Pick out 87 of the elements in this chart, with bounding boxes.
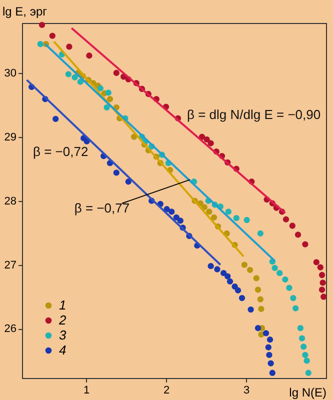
point <box>234 287 242 294</box>
point <box>65 71 72 78</box>
point <box>302 241 308 248</box>
y-axis-title: lg E, эрг <box>2 4 48 18</box>
legend-label: 1 <box>59 298 66 312</box>
y-tick-label: 27 <box>4 259 16 272</box>
point <box>105 90 112 96</box>
point <box>262 330 270 336</box>
point <box>224 273 231 280</box>
point <box>254 286 262 293</box>
point <box>86 52 92 59</box>
point <box>266 352 272 358</box>
point <box>320 294 327 300</box>
point <box>97 85 104 92</box>
point <box>49 32 56 39</box>
point <box>214 266 220 272</box>
point <box>77 78 84 85</box>
point <box>268 360 274 366</box>
x-tick-label: 3 <box>243 384 250 396</box>
point <box>225 208 232 215</box>
annotation: β = dlg N/dlg E = −0,90 <box>187 107 321 122</box>
point <box>318 272 326 278</box>
y-tick-label: 29 <box>4 131 16 144</box>
point <box>244 216 250 224</box>
point <box>276 270 283 276</box>
point <box>66 44 72 50</box>
point <box>246 266 254 273</box>
point <box>38 22 46 28</box>
point <box>248 306 254 313</box>
point <box>253 275 260 282</box>
point <box>320 280 326 286</box>
point <box>177 218 184 224</box>
point <box>302 352 308 358</box>
point <box>210 214 218 221</box>
point <box>204 136 210 142</box>
point <box>317 264 324 270</box>
point <box>290 294 296 302</box>
x-tick-label: 1 <box>83 384 90 396</box>
point <box>304 358 310 364</box>
y-tick-label: 30 <box>4 67 16 80</box>
point <box>265 344 272 350</box>
point <box>241 262 248 268</box>
y-tick-label: 26 <box>4 323 16 336</box>
point <box>220 270 227 276</box>
point <box>52 116 59 122</box>
annotation: β = −0,72 <box>33 144 88 159</box>
point <box>258 306 264 312</box>
point <box>113 70 120 76</box>
point <box>257 296 264 302</box>
point <box>282 216 290 222</box>
point <box>168 208 175 215</box>
point <box>113 170 120 176</box>
legend-label: 4 <box>59 342 66 358</box>
point <box>269 370 276 376</box>
point <box>226 278 234 284</box>
point <box>298 335 306 342</box>
point <box>208 140 214 146</box>
point <box>318 286 326 293</box>
x-axis-title: lg N(E) <box>289 386 326 400</box>
point <box>305 370 312 376</box>
point <box>272 264 278 272</box>
point <box>294 232 302 238</box>
point <box>257 230 264 237</box>
point <box>173 214 180 221</box>
point <box>286 284 292 291</box>
y-tick-label: 28 <box>4 195 16 208</box>
point <box>72 74 78 80</box>
point <box>37 41 44 48</box>
point <box>125 178 132 185</box>
point <box>282 276 288 283</box>
point <box>206 208 212 215</box>
point <box>254 325 262 332</box>
point <box>104 104 110 111</box>
point <box>297 325 304 332</box>
point <box>300 344 307 350</box>
legend-label: 3 <box>59 328 67 342</box>
point <box>233 215 240 222</box>
point <box>106 96 114 102</box>
point <box>289 222 296 229</box>
legend-label: 2 <box>58 312 67 328</box>
point <box>238 294 246 302</box>
point <box>208 262 214 270</box>
point <box>292 305 299 312</box>
annotation: β = −0,77 <box>74 200 130 216</box>
point <box>313 259 320 266</box>
point <box>266 336 274 343</box>
x-tick-label: 2 <box>163 384 170 396</box>
